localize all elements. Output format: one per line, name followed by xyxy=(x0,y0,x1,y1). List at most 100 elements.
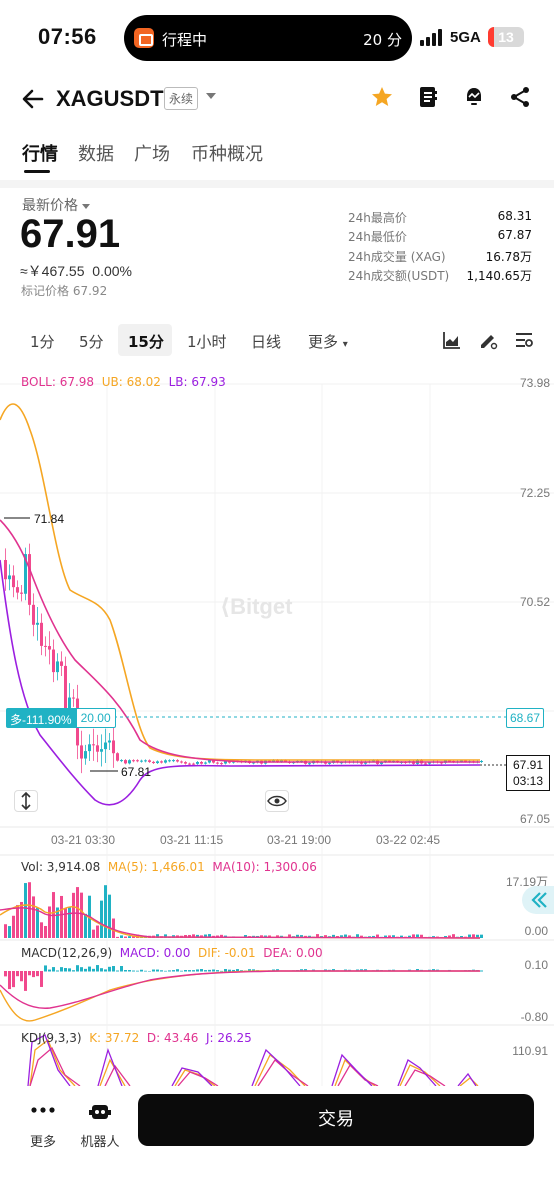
chart-type-icon[interactable] xyxy=(442,330,462,350)
stat-volume-value: 16.78万 xyxy=(485,250,532,264)
macd-bar xyxy=(16,971,19,977)
macd-bar xyxy=(132,970,135,972)
robot-label: 机器人 xyxy=(80,1135,120,1150)
volume-bar xyxy=(84,913,87,938)
candle-body xyxy=(44,645,47,647)
mark-price-label: 标记价格 xyxy=(21,284,70,298)
kline-chart[interactable] xyxy=(0,364,554,1086)
trade-button[interactable]: 交易 xyxy=(138,1094,534,1146)
candle-body xyxy=(8,575,11,580)
macd-bar xyxy=(128,970,131,972)
indicator-settings-icon[interactable] xyxy=(514,330,534,350)
volume-bar xyxy=(300,935,303,938)
candle-body xyxy=(212,760,215,763)
candle-body xyxy=(36,622,39,625)
candle-body xyxy=(4,560,7,580)
interval-15m[interactable]: 15分 xyxy=(128,333,164,351)
tab-data[interactable]: 数据 xyxy=(78,144,114,165)
kdj-j-line xyxy=(27,1034,477,1086)
vol-ma5-line xyxy=(0,904,481,939)
back-arrow-icon[interactable] xyxy=(20,86,46,112)
macd-bar xyxy=(152,969,155,972)
chevron-down-icon[interactable] xyxy=(206,93,216,99)
battery-icon: 13 xyxy=(488,27,524,47)
volume-bar xyxy=(480,934,483,938)
candle-body xyxy=(224,761,227,764)
stat-turnover-value: 1,140.65万 xyxy=(466,269,532,283)
notebook-icon[interactable] xyxy=(416,85,440,109)
candle-body xyxy=(48,646,51,650)
expand-vertical-icon[interactable] xyxy=(14,790,38,812)
draw-tool-icon[interactable] xyxy=(478,330,498,350)
boll-value: BOLL: 67.98 xyxy=(21,375,95,389)
candle-body xyxy=(216,762,219,764)
volume-bar xyxy=(416,934,419,938)
symbol-title[interactable]: XAGUSDT xyxy=(56,86,164,111)
candle-body xyxy=(448,760,451,762)
mark-price-value: 67.92 xyxy=(72,284,108,298)
interval-1d[interactable]: 日线 xyxy=(251,333,282,351)
more-button[interactable]: 更多 xyxy=(28,1102,58,1150)
stat-volume-label: 24h成交量 (XAG) xyxy=(348,250,446,264)
interval-more[interactable]: 更多 ▾ xyxy=(308,331,348,352)
robot-button[interactable]: 机器人 xyxy=(78,1102,122,1150)
candle-body xyxy=(284,760,287,762)
volume-bar xyxy=(24,883,27,938)
candle-body xyxy=(120,760,123,762)
interval-1h[interactable]: 1小时 xyxy=(187,333,227,351)
stat-high-value: 68.31 xyxy=(497,209,532,223)
fiat-price: ≈￥467.55 0.00% xyxy=(20,261,132,281)
macd-bar xyxy=(56,970,59,972)
interval-5m[interactable]: 5分 xyxy=(79,333,104,351)
more-dots-icon xyxy=(31,1107,55,1113)
macd-bar xyxy=(156,969,159,972)
caret-down-icon: ▾ xyxy=(342,339,348,350)
kdj-axis-label: 110.91 xyxy=(512,1044,548,1058)
boll-legend: BOLL: 67.98 UB: 68.02 LB: 67.93 xyxy=(21,375,226,389)
volume-bar xyxy=(332,934,335,938)
volume-bar xyxy=(388,935,391,938)
price-label[interactable]: 最新价格 xyxy=(22,195,90,215)
macd-bar xyxy=(68,968,71,972)
candle-body xyxy=(28,554,31,605)
candle-body xyxy=(132,760,135,762)
chevron-down-icon xyxy=(82,203,90,209)
volume-bar xyxy=(44,926,47,938)
boll-lb-value: LB: 67.93 xyxy=(168,375,226,389)
macd-bar xyxy=(116,970,119,972)
candle-body xyxy=(144,760,147,762)
vol-value: Vol: 3,914.08 xyxy=(21,860,101,874)
tab-market[interactable]: 行情 xyxy=(22,144,58,165)
live-activity-eta: 20 分 xyxy=(363,31,402,49)
price-alert-icon[interactable] xyxy=(462,85,486,109)
macd-bar xyxy=(220,970,223,972)
volume-bar xyxy=(124,936,127,938)
tab-coin-overview[interactable]: 币种概况 xyxy=(191,144,263,165)
share-icon[interactable] xyxy=(508,85,532,109)
tab-square[interactable]: 广场 xyxy=(134,144,170,165)
position-price-tag: 68.67 xyxy=(506,708,545,728)
volume-bar xyxy=(120,935,123,938)
macd-bar xyxy=(416,969,419,972)
eye-icon[interactable] xyxy=(265,790,289,812)
macd-value: MACD: 0.00 xyxy=(119,946,191,960)
candle-body xyxy=(428,762,431,764)
macd-bar xyxy=(228,969,231,972)
candle-body xyxy=(200,761,203,764)
macd-bar xyxy=(104,969,107,972)
signal-icon xyxy=(420,28,446,46)
position-tag[interactable]: 多-111.90% 20.00 xyxy=(6,708,116,728)
star-icon[interactable] xyxy=(370,85,394,109)
volume-bar xyxy=(316,934,319,938)
interval-1m[interactable]: 1分 xyxy=(30,333,55,351)
side-panel-toggle[interactable] xyxy=(522,886,554,914)
macd-bar xyxy=(148,970,151,972)
candle-body xyxy=(60,661,63,666)
watermark-text: Bitget xyxy=(230,594,293,619)
volume-bar xyxy=(16,905,19,938)
macd-bar xyxy=(216,970,219,972)
boll-ub-value: UB: 68.02 xyxy=(101,375,161,389)
live-activity-island[interactable]: 行程中 20 分 xyxy=(124,15,412,61)
macd-bar xyxy=(100,968,103,972)
candle-body xyxy=(112,740,115,754)
